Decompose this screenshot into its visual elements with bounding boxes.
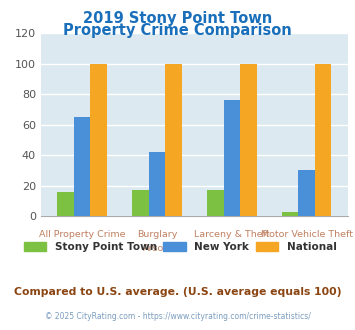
Text: Motor Vehicle Theft: Motor Vehicle Theft <box>261 230 353 239</box>
Text: 2019 Stony Point Town: 2019 Stony Point Town <box>83 11 272 25</box>
Text: Compared to U.S. average. (U.S. average equals 100): Compared to U.S. average. (U.S. average … <box>14 287 341 297</box>
Text: Property Crime Comparison: Property Crime Comparison <box>63 23 292 38</box>
Text: Burglary: Burglary <box>137 230 177 239</box>
Bar <box>207 190 224 216</box>
Bar <box>132 190 149 216</box>
Bar <box>74 117 90 216</box>
Bar <box>299 170 315 216</box>
Bar <box>282 212 299 216</box>
Bar <box>240 63 257 216</box>
Bar <box>90 63 107 216</box>
Bar <box>224 100 240 216</box>
Bar <box>165 63 182 216</box>
Bar <box>315 63 332 216</box>
Text: © 2025 CityRating.com - https://www.cityrating.com/crime-statistics/: © 2025 CityRating.com - https://www.city… <box>45 312 310 321</box>
Bar <box>149 152 165 216</box>
Legend: Stony Point Town, New York, National: Stony Point Town, New York, National <box>20 238 341 256</box>
Bar <box>57 192 74 216</box>
Text: Larceny & Theft: Larceny & Theft <box>194 230 270 239</box>
Text: All Property Crime: All Property Crime <box>39 230 125 239</box>
Text: Arson: Arson <box>143 244 170 253</box>
